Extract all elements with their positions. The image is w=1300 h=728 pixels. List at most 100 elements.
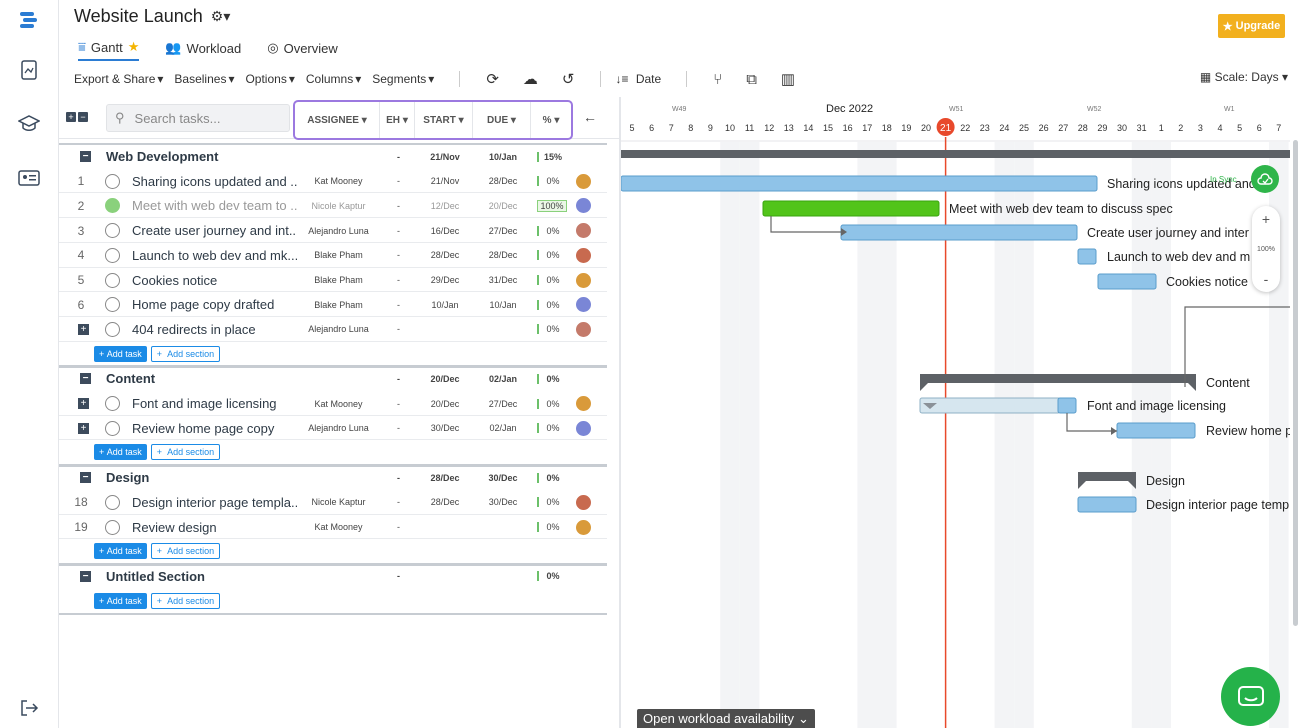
task-bar[interactable]	[840, 224, 1078, 241]
task-row[interactable]: 18 Design interior page templa... Nicole K…	[59, 490, 619, 515]
start-date-cell[interactable]: 10/Jan	[431, 299, 459, 310]
progress-cell[interactable]: 0%	[537, 398, 567, 409]
assignee-cell[interactable]: Blake Pham	[314, 250, 363, 261]
column-eh[interactable]: EH ▾	[380, 102, 415, 138]
assignee-cell[interactable]: Alejandro Luna	[308, 225, 369, 236]
sync-cloud-button[interactable]	[1251, 165, 1279, 193]
expand-subtasks-icon[interactable]: +	[78, 422, 89, 434]
task-bar[interactable]	[1097, 273, 1157, 290]
task-row[interactable]: 19 Review design Kat Mooney - 0%	[59, 515, 619, 540]
start-date-cell[interactable]: 16/Dec	[430, 225, 460, 236]
scale-menu[interactable]: ▦ Scale: Days ▾	[1199, 70, 1288, 84]
assignee-cell[interactable]: Nicole Kaptur	[311, 497, 366, 508]
progress-cell[interactable]: 0%	[537, 497, 567, 508]
column-pct[interactable]: % ▾	[542, 114, 560, 126]
estimated-hours-cell[interactable]: -	[397, 225, 400, 236]
add-task-button[interactable]: + Add task	[94, 543, 147, 560]
column-assignee[interactable]: ASSIGNEE ▾	[295, 102, 380, 138]
columns-menu[interactable]: Columns ▾	[305, 72, 362, 86]
assignee-cell[interactable]: Kat Mooney	[314, 176, 363, 187]
task-name[interactable]: Home page copy drafted	[132, 297, 275, 313]
sort-date-button[interactable]: ↓≡ Date	[615, 72, 661, 86]
progress-cell[interactable]: 0%	[537, 324, 567, 335]
add-task-button[interactable]: + Add task	[94, 345, 147, 362]
progress-cell[interactable]: 0%	[537, 522, 567, 532]
vertical-scrollbar[interactable]	[1293, 140, 1298, 626]
map-icon[interactable]: ▥	[780, 71, 796, 88]
segments-menu[interactable]: Segments ▾	[372, 72, 435, 86]
estimated-hours-cell[interactable]: -	[397, 324, 400, 335]
start-date-cell[interactable]: 21/Nov	[430, 151, 460, 162]
assignee-cell[interactable]: Nicole Kaptur	[311, 200, 366, 211]
assignee-cell[interactable]: Kat Mooney	[314, 398, 363, 409]
section-row[interactable]: − Content - 20/Dec 02/Jan 0%	[59, 366, 619, 391]
collapse-grid-arrow-icon[interactable]: ←	[583, 109, 597, 125]
task-name[interactable]: Design	[106, 470, 150, 486]
task-row[interactable]: 2 Meet with web dev team to ... Nicole Kap…	[59, 193, 619, 218]
start-date-cell[interactable]: 20/Dec	[430, 373, 460, 384]
start-date-cell[interactable]: 29/Dec	[430, 275, 460, 285]
task-name[interactable]: Launch to web dev and mk...	[132, 247, 297, 263]
start-date-cell[interactable]: 30/Dec	[430, 423, 460, 434]
due-date-cell[interactable]: 27/Dec	[488, 225, 518, 236]
progress-cell[interactable]: 0%	[537, 299, 567, 310]
estimated-hours-cell[interactable]: -	[397, 398, 400, 409]
column-start[interactable]: START ▾	[415, 102, 473, 138]
upgrade-button[interactable]: ★ Upgrade	[1218, 14, 1285, 38]
start-date-cell[interactable]: 28/Dec	[430, 497, 460, 508]
task-name[interactable]: Untitled Section	[106, 568, 205, 584]
complete-checkbox[interactable]	[105, 247, 120, 263]
due-date-cell[interactable]: 28/Dec	[488, 176, 518, 187]
progress-cell[interactable]: 0%	[537, 472, 567, 483]
start-date-cell[interactable]: 21/Nov	[430, 176, 460, 187]
task-row[interactable]: +404 redirects in place Alejandro Luna - 0%	[59, 317, 619, 342]
estimated-hours-cell[interactable]: -	[397, 571, 400, 582]
due-date-cell[interactable]: 02/Jan	[489, 423, 517, 434]
complete-checkbox[interactable]	[105, 223, 120, 239]
due-date-cell[interactable]: 31/Dec	[488, 275, 518, 285]
zoom-out-button[interactable]: -	[1263, 271, 1269, 287]
options-menu[interactable]: Options ▾	[245, 72, 295, 86]
estimated-hours-cell[interactable]: -	[397, 423, 400, 434]
task-name[interactable]: Meet with web dev team to ...	[132, 198, 297, 214]
progress-cell[interactable]: 0%	[537, 275, 567, 285]
expand-collapse-all[interactable]: + −	[66, 112, 88, 122]
add-section-button[interactable]: + Add section	[150, 345, 221, 362]
expand-subtasks-icon[interactable]: +	[78, 323, 89, 335]
assignee-cell[interactable]: Blake Pham	[314, 275, 363, 285]
start-date-cell[interactable]: 12/Dec	[430, 200, 460, 211]
due-date-cell[interactable]: 30/Dec	[488, 497, 518, 508]
refresh-icon[interactable]: ⟳	[486, 71, 499, 88]
estimated-hours-cell[interactable]: -	[397, 299, 400, 310]
academy-icon[interactable]	[18, 113, 40, 135]
progress-cell[interactable]: 0%	[537, 373, 567, 384]
progress-cell[interactable]: 0%	[537, 225, 567, 236]
collapse-section-icon[interactable]: −	[80, 151, 91, 162]
progress-cell[interactable]: 0%	[537, 176, 567, 187]
expand-subtasks-icon[interactable]: +	[78, 398, 89, 409]
task-bar[interactable]	[1057, 397, 1077, 414]
task-name[interactable]: Font and image licensing	[132, 396, 277, 411]
section-row[interactable]: − Untitled Section - 0%	[59, 564, 619, 589]
gear-icon[interactable]: ⚙▾	[210, 8, 231, 24]
cloud-sync-icon[interactable]: ☁	[522, 71, 538, 88]
complete-checkbox[interactable]	[105, 297, 120, 313]
section-row[interactable]: − Design - 28/Dec 30/Dec 0%	[59, 465, 619, 490]
due-date-cell[interactable]: 27/Dec	[488, 398, 518, 409]
tab-overview[interactable]: ◎ Overview	[267, 39, 338, 61]
estimated-hours-cell[interactable]: -	[397, 472, 400, 483]
add-section-button[interactable]: + Add section	[150, 592, 221, 609]
reports-icon[interactable]	[18, 59, 40, 81]
task-bar[interactable]	[1077, 248, 1097, 265]
task-row[interactable]: + Review home page copy Alejandro Luna - 30/…	[59, 416, 619, 441]
app-logo-icon[interactable]	[18, 9, 40, 31]
due-date-cell[interactable]: 20/Dec	[488, 200, 518, 211]
estimated-hours-cell[interactable]: -	[397, 373, 400, 384]
collapse-section-icon[interactable]: −	[80, 472, 91, 484]
estimated-hours-cell[interactable]: -	[397, 176, 400, 187]
task-name[interactable]: Review home page copy	[132, 420, 275, 436]
task-bar[interactable]	[1116, 422, 1196, 439]
due-date-cell[interactable]: 28/Dec	[488, 250, 518, 261]
progress-cell[interactable]: 0%	[537, 423, 567, 434]
complete-checkbox[interactable]	[105, 396, 120, 411]
